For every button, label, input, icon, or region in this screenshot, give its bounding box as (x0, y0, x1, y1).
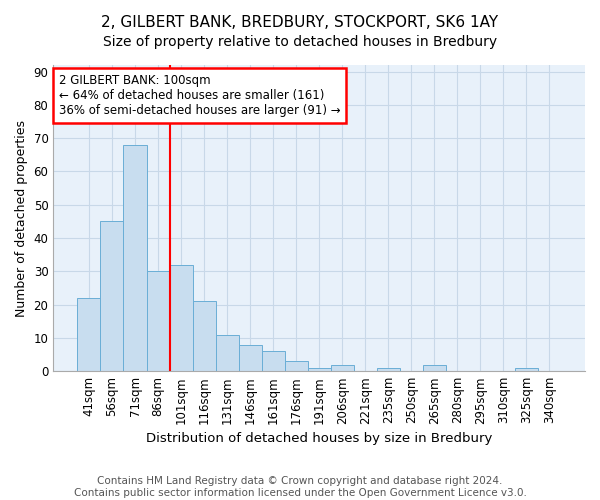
Text: Size of property relative to detached houses in Bredbury: Size of property relative to detached ho… (103, 35, 497, 49)
Bar (239, 344, 262, 371)
Bar (215, 334, 239, 371)
Text: 2 GILBERT BANK: 100sqm
← 64% of detached houses are smaller (161)
36% of semi-de: 2 GILBERT BANK: 100sqm ← 64% of detached… (59, 74, 340, 117)
Text: 2, GILBERT BANK, BREDBURY, STOCKPORT, SK6 1AY: 2, GILBERT BANK, BREDBURY, STOCKPORT, SK… (101, 15, 499, 30)
Bar (262, 351, 284, 371)
Bar (308, 368, 331, 371)
Bar (146, 272, 170, 371)
Bar (193, 302, 215, 371)
Bar (377, 368, 400, 371)
Y-axis label: Number of detached properties: Number of detached properties (15, 120, 28, 316)
Bar (515, 368, 538, 371)
Bar (170, 264, 193, 371)
Bar (423, 364, 446, 371)
Bar (331, 364, 353, 371)
Text: Contains HM Land Registry data © Crown copyright and database right 2024.
Contai: Contains HM Land Registry data © Crown c… (74, 476, 526, 498)
Bar (284, 361, 308, 371)
Bar (100, 222, 124, 371)
X-axis label: Distribution of detached houses by size in Bredbury: Distribution of detached houses by size … (146, 432, 493, 445)
Bar (124, 145, 146, 371)
Bar (77, 298, 100, 371)
